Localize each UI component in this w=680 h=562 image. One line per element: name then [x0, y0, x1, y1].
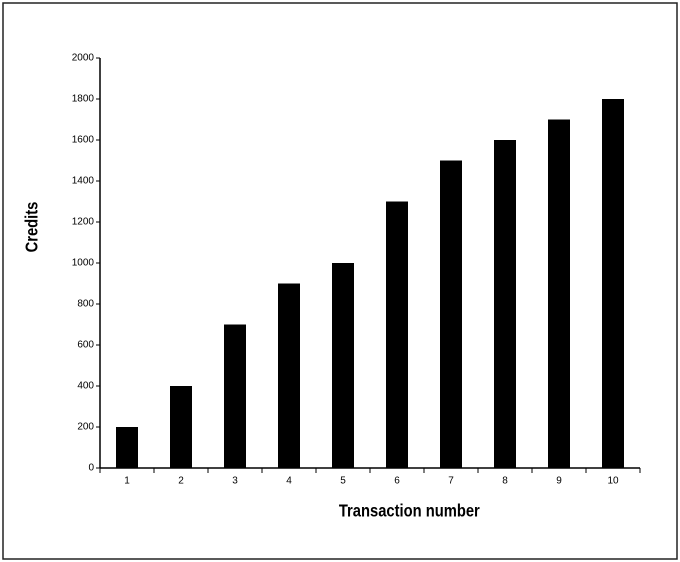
x-tick-label: 1 — [124, 476, 130, 487]
bar — [224, 324, 246, 468]
bar — [602, 99, 624, 468]
bar — [116, 427, 138, 468]
x-tick-label: 3 — [232, 476, 238, 487]
bar — [170, 386, 192, 468]
bar — [278, 283, 300, 468]
x-tick-label: 10 — [607, 476, 619, 487]
y-tick-label: 1800 — [72, 94, 95, 105]
y-tick-label: 800 — [77, 299, 94, 310]
bar — [440, 160, 462, 468]
x-tick-label: 9 — [556, 476, 562, 487]
x-tick-label: 7 — [448, 476, 454, 487]
y-axis-label: Credits — [22, 202, 42, 253]
x-tick-label: 8 — [502, 476, 508, 487]
bar — [494, 140, 516, 468]
x-tick-label: 6 — [394, 476, 400, 487]
bar — [548, 119, 570, 468]
x-tick-label: 5 — [340, 476, 346, 487]
bar — [332, 263, 354, 468]
y-tick-label: 1000 — [72, 258, 95, 269]
y-tick-label: 200 — [77, 422, 94, 433]
y-tick-label: 600 — [77, 340, 94, 351]
y-tick-label: 2000 — [72, 53, 95, 64]
x-axis-label: Transaction number — [339, 501, 480, 521]
x-tick-label: 2 — [178, 476, 184, 487]
bar — [386, 201, 408, 468]
y-tick-label: 400 — [77, 381, 94, 392]
y-tick-label: 1200 — [72, 217, 95, 228]
y-tick-label: 1600 — [72, 135, 95, 146]
x-tick-label: 4 — [286, 476, 292, 487]
y-tick-label: 0 — [88, 463, 94, 474]
y-tick-label: 1400 — [72, 176, 95, 187]
